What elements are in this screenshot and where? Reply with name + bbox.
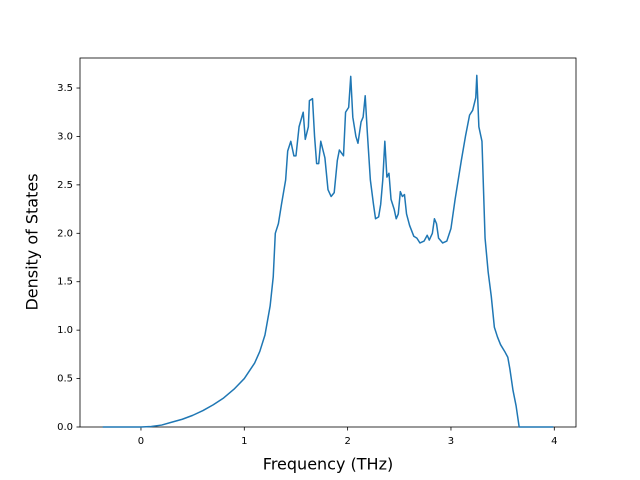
y-axis-label: Density of States [23, 173, 42, 310]
line-series [102, 74, 554, 428]
y-tick-label: 2.0 [57, 228, 73, 239]
x-tick-label: 0 [138, 436, 144, 447]
y-tick-label: 1.5 [57, 277, 73, 288]
y-tick-label: 0.5 [57, 374, 73, 385]
y-tick-label: 0.0 [57, 422, 73, 433]
y-tick-label: 1.0 [57, 325, 73, 336]
axes-frame [79, 57, 577, 428]
x-tick-label: 1 [241, 436, 247, 447]
y-tick-label: 3.0 [57, 131, 73, 142]
x-tick-label: 2 [344, 436, 350, 447]
x-tick-label: 4 [551, 436, 557, 447]
x-tick-label: 3 [448, 436, 454, 447]
y-tick-label: 2.5 [57, 180, 73, 191]
y-tick-label: 3.5 [57, 83, 73, 94]
x-axis-label: Frequency (THz) [263, 455, 393, 474]
